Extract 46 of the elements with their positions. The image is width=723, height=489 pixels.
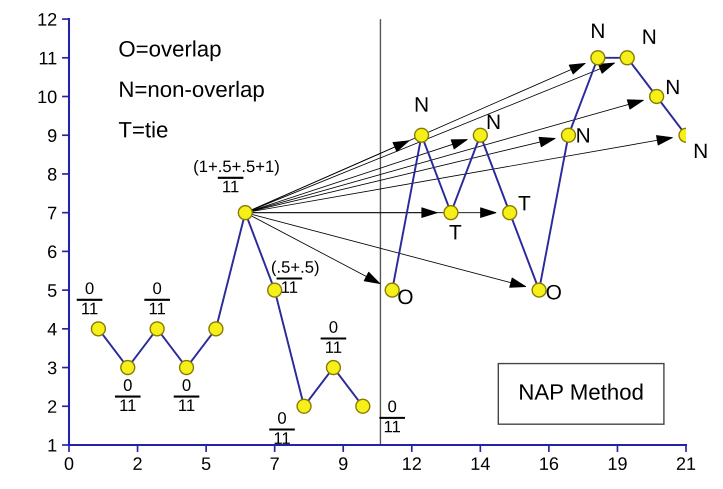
- annotation: 0 11: [150, 282, 165, 314]
- y-tick-label: 8: [48, 168, 56, 181]
- x-tick-label: 19: [608, 457, 627, 470]
- annotation: N: [416, 97, 428, 112]
- y-tick-label: 3: [48, 361, 56, 374]
- x-tick-label: 5: [202, 457, 210, 470]
- annotation: N: [577, 128, 589, 143]
- x-tick-label: 2: [133, 457, 142, 470]
- annotation: 0 11: [326, 321, 342, 353]
- annotation: (1+.5+.5+1) 11: [194, 160, 279, 192]
- annotation: N=non-overlap: [120, 80, 264, 102]
- annotation: T: [449, 225, 462, 240]
- y-tick-label: 11: [40, 52, 56, 64]
- y-tick-label: 2: [48, 400, 56, 413]
- annotation: N: [694, 144, 707, 158]
- x-tick-label: 9: [339, 457, 348, 470]
- annotation: (.5+.5) 11: [272, 260, 319, 293]
- y-tick-label: 5: [48, 284, 56, 297]
- annotation: 0 11: [384, 400, 400, 432]
- annotation: 0 11: [179, 379, 194, 411]
- annotation: N: [643, 29, 656, 44]
- annotation: T=tie: [118, 121, 168, 138]
- annotation: 0 11: [274, 412, 290, 444]
- x-tick-label: 7: [270, 457, 279, 470]
- annotation: 0 11: [120, 379, 136, 411]
- x-tick-label: 16: [540, 457, 558, 470]
- y-tick-label: 12: [38, 13, 56, 26]
- annotation: O: [398, 289, 413, 304]
- annotation: N: [592, 24, 604, 38]
- x-tick-label: 14: [472, 457, 490, 470]
- annotation: O=overlap: [119, 40, 221, 62]
- annotation: O: [546, 284, 561, 300]
- y-tick-label: 4: [48, 322, 57, 336]
- annotation: 0 11: [82, 282, 98, 314]
- y-tick-label: 7: [48, 206, 56, 220]
- annotation: T: [518, 196, 530, 210]
- y-tick-label: 1: [48, 439, 56, 452]
- annotation: N: [666, 80, 679, 94]
- y-tick-label: 6: [48, 245, 56, 258]
- x-tick-label: 12: [403, 457, 421, 470]
- x-tick-label: 21: [676, 457, 696, 470]
- y-tick-label: 9: [48, 129, 56, 142]
- y-tick-label: 10: [38, 90, 56, 104]
- annotation: N: [488, 114, 500, 129]
- annotation: NAP Method: [520, 384, 642, 400]
- x-tick-label: 0: [64, 457, 74, 470]
